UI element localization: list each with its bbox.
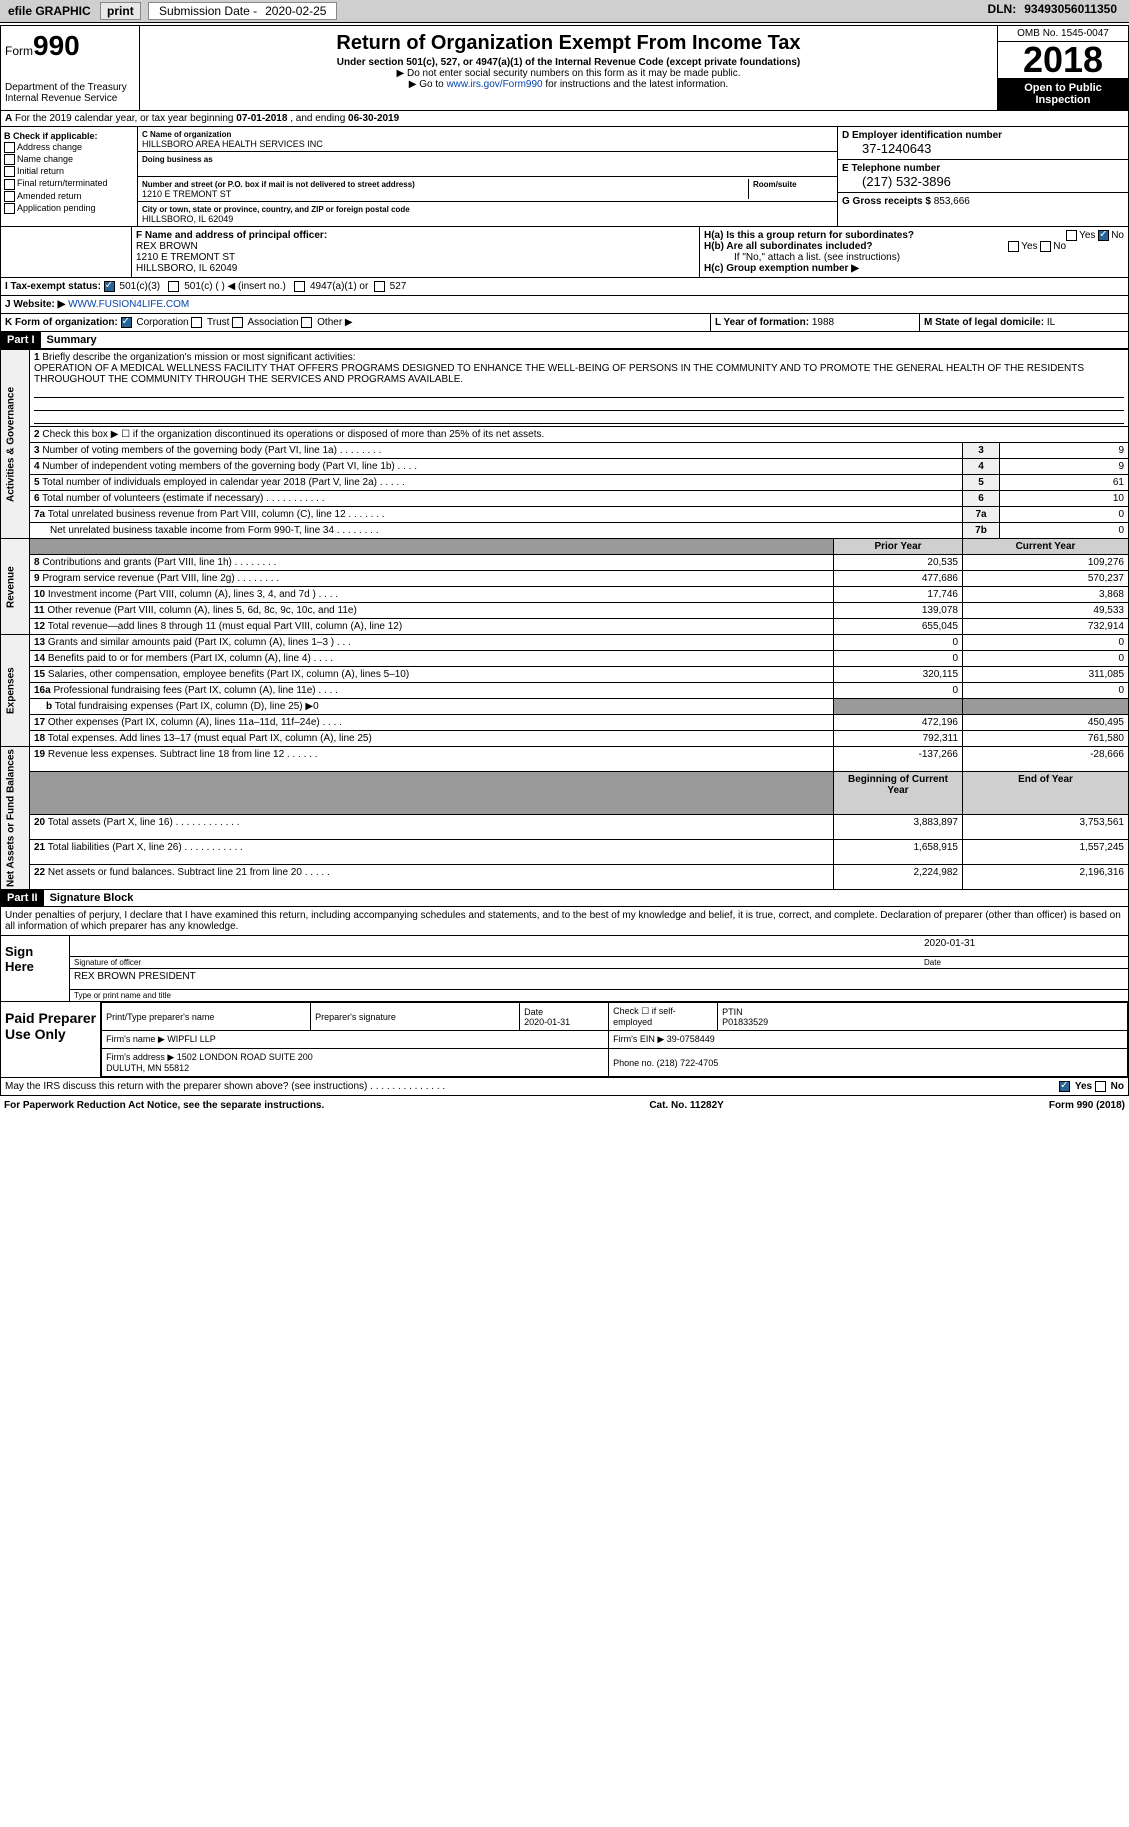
top-bar: efile GRAPHIC print Submission Date - 20… [0,0,1129,23]
sign-section: Sign Here 2020-01-31 Signature of office… [0,936,1129,1002]
telephone: (217) 532-3896 [842,174,1124,189]
firm-name: WIPFLI LLP [167,1034,216,1044]
side-expenses: Expenses [1,635,30,747]
ptin: P01833529 [722,1017,768,1027]
chk-amend[interactable] [4,191,15,202]
note2: ▶ Go to www.irs.gov/Form990 for instruct… [144,79,993,90]
officer-printed: REX BROWN PRESIDENT [70,969,1128,990]
cat-no: Cat. No. 11282Y [649,1100,723,1111]
officer-name: REX BROWN [136,241,198,252]
header-left: Form990 Department of the Treasury Inter… [1,26,140,110]
mission-text: OPERATION OF A MEDICAL WELLNESS FACILITY… [34,363,1084,385]
section-f: F Name and address of principal officer:… [132,227,699,277]
chk-app[interactable] [4,203,15,214]
year-formation: 1988 [812,317,834,328]
note1: ▶ Do not enter social security numbers o… [144,68,993,79]
section-c: C Name of organizationHILLSBORO AREA HEA… [138,127,837,226]
section-deg: D Employer identification number37-12406… [837,127,1128,226]
irs-link[interactable]: www.irs.gov/Form990 [446,79,542,90]
summary-table: Activities & Governance 1 Briefly descri… [0,349,1129,890]
section-h: H(a) Is this a group return for subordin… [699,227,1128,277]
dept-text: Department of the Treasury Internal Reve… [5,82,135,104]
side-revenue: Revenue [1,539,30,635]
org-street: 1210 E TREMONT ST [142,189,231,199]
side-governance: Activities & Governance [1,350,30,539]
tax-year: 2018 [998,42,1128,78]
header-right: OMB No. 1545-0047 2018 Open to Public In… [997,26,1128,110]
part2-header: Part IISignature Block [0,890,1129,907]
print-button[interactable]: print [100,2,141,20]
form-header: Form990 Department of the Treasury Inter… [0,25,1129,111]
header-center: Return of Organization Exempt From Incom… [140,26,997,110]
side-netassets: Net Assets or Fund Balances [1,747,30,890]
block-bcde: B Check if applicable: Address change Na… [0,127,1129,227]
org-name: HILLSBORO AREA HEALTH SERVICES INC [142,139,323,149]
part1-header: Part ISummary [0,332,1129,349]
page-footer: For Paperwork Reduction Act Notice, see … [0,1096,1129,1115]
form-title: Return of Organization Exempt From Incom… [144,32,993,55]
efile-label: efile GRAPHIC [4,4,95,18]
org-city: HILLSBORO, IL 62049 [142,214,233,224]
section-b: B Check if applicable: Address change Na… [1,127,138,226]
declaration: Under penalties of perjury, I declare th… [0,907,1129,936]
firm-ein: 39-0758449 [667,1034,715,1044]
officer-addr: 1210 E TREMONT ST HILLSBORO, IL 62049 [136,252,237,274]
form-subtitle: Under section 501(c), 527, or 4947(a)(1)… [144,57,993,68]
firm-phone: (218) 722-4705 [657,1058,719,1068]
ein: 37-1240643 [842,141,1124,156]
website-link[interactable]: WWW.FUSION4LIFE.COM [68,299,189,310]
chk-addr[interactable] [4,142,15,153]
inspection-badge: Open to Public Inspection [998,78,1128,110]
dln: DLN: 93493056011350 [980,2,1125,16]
chk-name[interactable] [4,154,15,165]
row-i: I Tax-exempt status: 501(c)(3) 501(c) ( … [0,278,1129,296]
chk-init[interactable] [4,166,15,177]
row-klm: K Form of organization: Corporation Trus… [0,314,1129,332]
form-number: 990 [33,30,80,61]
row-fh: F Name and address of principal officer:… [0,227,1129,278]
preparer-section: Paid Preparer Use Only Print/Type prepar… [0,1002,1129,1078]
row-a: A For the 2019 calendar year, or tax yea… [0,111,1129,127]
submission-date: Submission Date - 2020-02-25 [148,2,337,20]
state-domicile: IL [1047,317,1055,328]
row-j: J Website: ▶ WWW.FUSION4LIFE.COM [0,296,1129,314]
gross-receipts: 853,666 [934,196,970,207]
chk-final[interactable] [4,179,15,190]
discuss-row: May the IRS discuss this return with the… [0,1078,1129,1096]
